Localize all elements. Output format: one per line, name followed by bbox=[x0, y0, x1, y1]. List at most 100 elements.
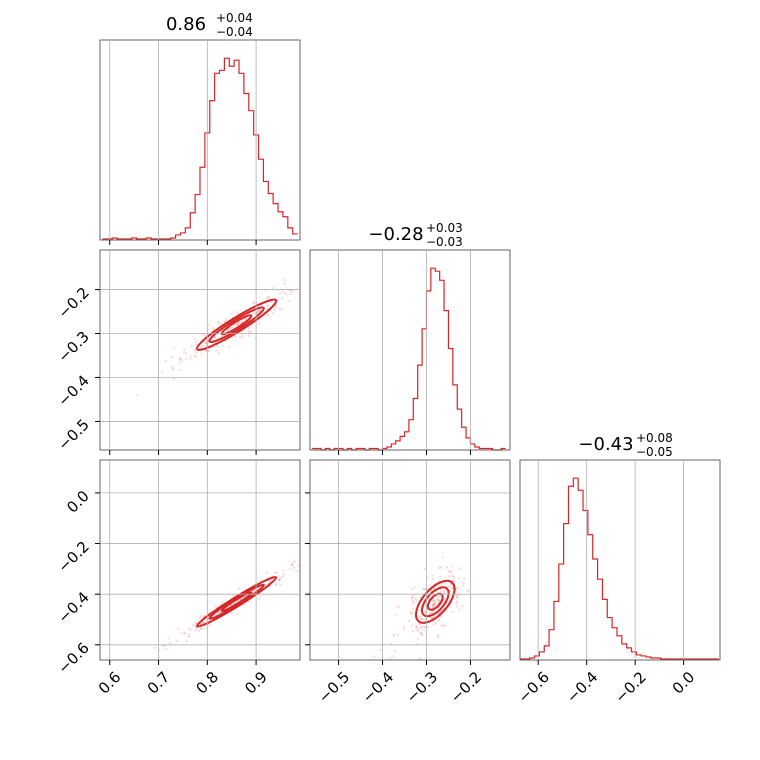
sample-point bbox=[392, 633, 395, 636]
sample-point bbox=[414, 597, 417, 601]
sample-point bbox=[138, 661, 140, 663]
sample-point bbox=[437, 634, 440, 637]
histogram-steps bbox=[520, 477, 719, 660]
sample-point bbox=[304, 565, 306, 567]
sample-point bbox=[456, 596, 459, 599]
sample-point bbox=[408, 619, 411, 623]
sample-point bbox=[241, 336, 244, 339]
sample-point bbox=[284, 278, 287, 282]
sample-point bbox=[162, 644, 165, 647]
sample-point bbox=[431, 605, 435, 608]
sample-point bbox=[402, 625, 405, 628]
sample-point bbox=[445, 566, 449, 569]
sample-point bbox=[281, 290, 284, 293]
sample-point bbox=[433, 600, 437, 603]
sample-point bbox=[418, 616, 421, 619]
sample-point bbox=[201, 345, 204, 348]
sample-point bbox=[443, 625, 446, 628]
sample-point bbox=[238, 598, 241, 601]
sample-point bbox=[178, 357, 182, 360]
sample-point bbox=[426, 625, 429, 629]
sample-point bbox=[265, 303, 268, 306]
sample-point bbox=[443, 591, 446, 594]
sample-point bbox=[176, 640, 179, 643]
sample-point bbox=[443, 581, 447, 584]
sample-point bbox=[390, 668, 392, 670]
sample-point bbox=[436, 598, 439, 601]
sample-point bbox=[462, 581, 465, 585]
sample-point bbox=[194, 355, 197, 358]
sample-point bbox=[251, 591, 255, 594]
sample-point bbox=[295, 569, 298, 573]
x-tick-label: 0.7 bbox=[144, 668, 174, 698]
sample-point bbox=[252, 301, 255, 304]
sample-point bbox=[265, 313, 268, 316]
sample-point bbox=[233, 602, 236, 605]
sample-point bbox=[280, 308, 283, 311]
sample-point bbox=[437, 580, 440, 583]
y-tick-label: 0.0 bbox=[63, 487, 93, 517]
sample-point bbox=[180, 632, 183, 635]
sample-point bbox=[288, 300, 291, 303]
sample-point bbox=[396, 605, 399, 608]
sample-point bbox=[257, 311, 260, 314]
sample-point bbox=[431, 604, 435, 607]
sample-point bbox=[193, 349, 196, 352]
sample-point bbox=[199, 627, 203, 630]
sample-point bbox=[420, 632, 423, 635]
sample-point bbox=[268, 580, 271, 583]
panel-content bbox=[136, 278, 294, 397]
sample-point bbox=[267, 296, 270, 299]
sample-point bbox=[172, 368, 175, 371]
sample-point bbox=[458, 608, 461, 611]
sample-point bbox=[434, 601, 437, 604]
sample-point bbox=[413, 594, 416, 597]
sample-point bbox=[303, 556, 305, 558]
y-tick-label: −0.5 bbox=[54, 416, 92, 454]
sample-point bbox=[447, 575, 450, 578]
sample-point bbox=[279, 292, 282, 295]
sample-point bbox=[154, 646, 157, 649]
param-title-upper: +0.03 bbox=[426, 221, 463, 235]
sample-point bbox=[183, 348, 186, 351]
sample-point bbox=[290, 563, 294, 567]
sample-point bbox=[421, 633, 424, 636]
sample-point bbox=[272, 312, 275, 315]
sample-point bbox=[201, 622, 204, 625]
sample-point bbox=[257, 598, 260, 601]
sample-point bbox=[395, 613, 398, 616]
sample-point bbox=[253, 589, 256, 592]
sample-point bbox=[457, 586, 460, 590]
sample-point bbox=[202, 620, 205, 623]
sample-point bbox=[450, 570, 453, 573]
sample-point bbox=[228, 345, 231, 348]
sample-point bbox=[267, 304, 270, 307]
y-tick-label: −0.6 bbox=[54, 639, 92, 677]
sample-point bbox=[392, 634, 395, 637]
sample-point bbox=[413, 586, 416, 589]
sample-point bbox=[423, 626, 427, 629]
param-title-lower: −0.03 bbox=[426, 235, 463, 249]
sample-point bbox=[204, 626, 207, 630]
sample-point bbox=[167, 637, 170, 640]
y-tick-label: −0.4 bbox=[54, 588, 92, 626]
sample-point bbox=[283, 282, 286, 285]
sample-point bbox=[285, 292, 288, 295]
sample-point bbox=[194, 629, 197, 632]
sample-point bbox=[241, 333, 244, 336]
sample-point bbox=[278, 578, 281, 581]
sample-point bbox=[185, 352, 188, 355]
sample-point bbox=[392, 655, 395, 658]
sample-point bbox=[251, 591, 254, 594]
sample-point bbox=[432, 602, 435, 605]
sample-point bbox=[251, 301, 254, 304]
sample-point bbox=[430, 611, 433, 614]
sample-point bbox=[266, 314, 269, 317]
sample-point bbox=[268, 315, 271, 318]
sample-point bbox=[234, 322, 238, 326]
sample-point bbox=[434, 622, 437, 625]
sample-point bbox=[431, 599, 434, 602]
sample-point bbox=[239, 335, 242, 338]
sample-point bbox=[247, 334, 251, 338]
sample-point bbox=[244, 317, 248, 320]
